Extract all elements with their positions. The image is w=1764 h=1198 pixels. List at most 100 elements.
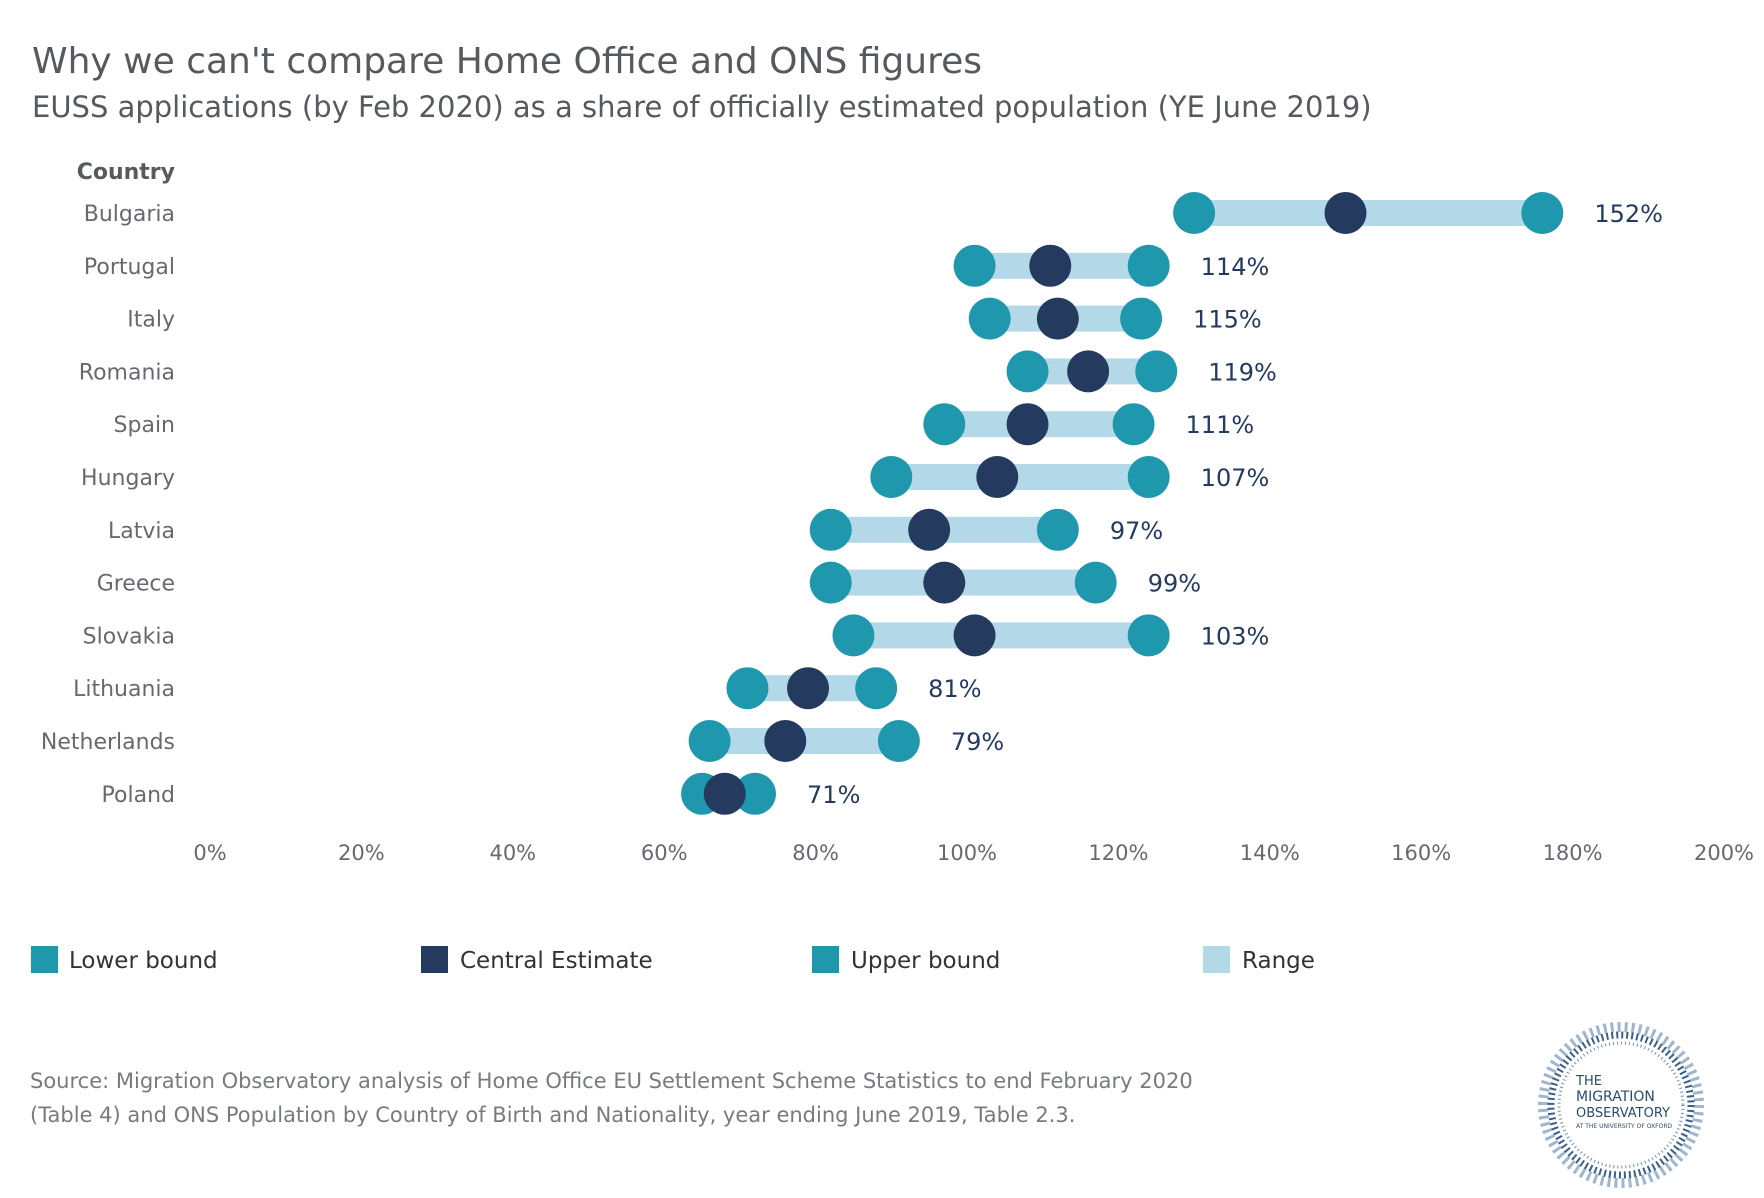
range-bar-slovakia (853, 622, 1149, 649)
source-note-line-2: (Table 4) and ONS Population by Country … (30, 1103, 1075, 1127)
x-tick-label: 40% (489, 841, 536, 865)
upper-bound-dot-netherlands (877, 720, 920, 762)
country-label-netherlands: Netherlands (41, 730, 175, 755)
central-estimate-dot-italy (1036, 297, 1079, 340)
logo-line-1: THE (1575, 1074, 1602, 1089)
lower-bound-dot-greece (809, 561, 852, 604)
x-axis-ticks: 0% 20% 40% 60% 80% 100% 120% 140% 160% 180% 200% (193, 841, 1754, 865)
upper-bound-dot-bulgaria (1521, 192, 1564, 234)
lower-bound-dot-netherlands (688, 720, 731, 762)
value-label-greece: 99% (1148, 570, 1201, 598)
upper-bound-dot-spain (1112, 403, 1155, 446)
x-tick-label: 60% (641, 841, 688, 865)
x-tick-label: 160% (1391, 841, 1451, 865)
country-column-header: Country (77, 160, 175, 185)
legend-swatch-range (1203, 946, 1230, 973)
upper-bound-dot-portugal (1127, 244, 1170, 287)
chart-subtitle: EUSS applications (by Feb 2020) as a sha… (32, 90, 1372, 124)
country-label-poland: Poland (102, 783, 175, 808)
central-estimate-dot-hungary (976, 456, 1019, 498)
central-estimate-dot-bulgaria (1324, 192, 1367, 234)
country-label-romania: Romania (79, 360, 175, 385)
country-label-bulgaria: Bulgaria (84, 202, 175, 227)
country-label-hungary: Hungary (81, 466, 175, 491)
legend-label-upper-bound: Upper bound (851, 948, 1000, 974)
value-label-italy: 115% (1193, 306, 1262, 334)
country-label-lithuania: Lithuania (73, 677, 175, 702)
value-label-hungary: 107% (1201, 464, 1270, 492)
logo-line-2: MIGRATION (1576, 1089, 1655, 1105)
range-bar-bulgaria (1194, 200, 1543, 226)
legend-item-central-estimate: Central Estimate (421, 946, 653, 974)
upper-bound-dot-italy (1120, 297, 1163, 340)
x-tick-label: 180% (1543, 841, 1603, 865)
country-label-greece: Greece (97, 572, 175, 597)
upper-bound-dot-poland (734, 772, 777, 815)
value-label-poland: 71% (807, 781, 860, 809)
x-tick-label: 140% (1240, 841, 1300, 865)
country-label-slovakia: Slovakia (83, 624, 175, 649)
range-bars (702, 200, 1543, 807)
source-note-line-1: Source: Migration Observatory analysis o… (30, 1069, 1193, 1093)
migration-observatory-logo: THE MIGRATION OBSERVATORY AT THE UNIVERS… (1538, 1022, 1704, 1188)
value-label-netherlands: 79% (951, 728, 1004, 756)
central-estimate-dot-netherlands (764, 720, 807, 762)
x-tick-label: 120% (1088, 841, 1148, 865)
country-labels: Bulgaria Portugal Italy Romania Spain Hungary… (41, 202, 175, 808)
legend-label-lower-bound: Lower bound (69, 948, 218, 974)
country-label-spain: Spain (114, 413, 175, 438)
chart-title: Why we can't compare Home Office and ONS… (32, 41, 982, 82)
central-estimate-dot-lithuania (787, 667, 830, 710)
legend: Lower bound Central Estimate Upper bound… (31, 946, 1315, 974)
lower-bound-dot-hungary (870, 456, 913, 498)
upper-bound-dot-lithuania (855, 667, 898, 710)
x-tick-label: 80% (792, 841, 839, 865)
x-tick-label: 200% (1694, 841, 1754, 865)
value-label-bulgaria: 152% (1594, 200, 1663, 228)
legend-item-upper-bound: Upper bound (812, 946, 1000, 974)
logo-line-3: OBSERVATORY (1576, 1106, 1670, 1121)
central-estimate-dot-portugal (1029, 244, 1072, 287)
country-label-portugal: Portugal (84, 255, 175, 280)
x-tick-label: 20% (338, 841, 385, 865)
lower-bound-dot-portugal (953, 244, 996, 287)
upper-bound-dot-romania (1135, 350, 1178, 393)
upper-bound-dot-slovakia (1127, 614, 1170, 657)
central-estimate-dot-poland (703, 772, 746, 815)
central-estimate-dot-spain (1006, 403, 1049, 446)
value-label-romania: 119% (1208, 358, 1277, 386)
country-label-italy: Italy (127, 308, 175, 333)
lower-bound-dot-lithuania (726, 667, 769, 710)
lower-bound-dot-latvia (809, 508, 852, 551)
value-label-lithuania: 81% (928, 675, 981, 703)
value-labels: 152% 114% 115% 119% 111% 107% 97% 99%103% 81% 79%… (807, 200, 1663, 809)
country-label-latvia: Latvia (108, 519, 175, 544)
logo-line-4: AT THE UNIVERSITY OF OXFORD (1576, 1123, 1672, 1130)
upper-bound-dot-hungary (1127, 456, 1170, 498)
upper-bound-dot-latvia (1036, 508, 1079, 551)
lower-bound-dot-italy (968, 297, 1011, 340)
legend-swatch-lower-bound (31, 946, 58, 973)
legend-item-range: Range (1203, 946, 1315, 974)
lower-bound-dot-bulgaria (1173, 192, 1216, 234)
value-label-portugal: 114% (1201, 253, 1270, 281)
legend-swatch-upper-bound (812, 946, 839, 973)
central-estimate-dot-slovakia (953, 614, 996, 657)
x-tick-label: 0% (193, 841, 226, 865)
value-label-spain: 111% (1186, 411, 1255, 439)
range-bar-hungary (891, 464, 1149, 490)
central-estimate-dot-romania (1067, 350, 1110, 393)
legend-swatch-central-estimate (421, 946, 448, 973)
legend-label-range: Range (1242, 948, 1315, 974)
value-label-slovakia: 103% (1201, 622, 1270, 650)
lower-bound-dot-spain (923, 403, 966, 446)
x-tick-label: 100% (937, 841, 997, 865)
legend-item-lower-bound: Lower bound (31, 946, 218, 974)
lower-bound-dot-romania (1006, 350, 1049, 393)
legend-label-central-estimate: Central Estimate (460, 948, 653, 974)
lower-bound-dot-slovakia (832, 614, 875, 657)
central-estimate-dot-greece (923, 561, 966, 604)
central-estimate-dot-latvia (908, 508, 951, 551)
estimate-dots (681, 192, 1564, 815)
